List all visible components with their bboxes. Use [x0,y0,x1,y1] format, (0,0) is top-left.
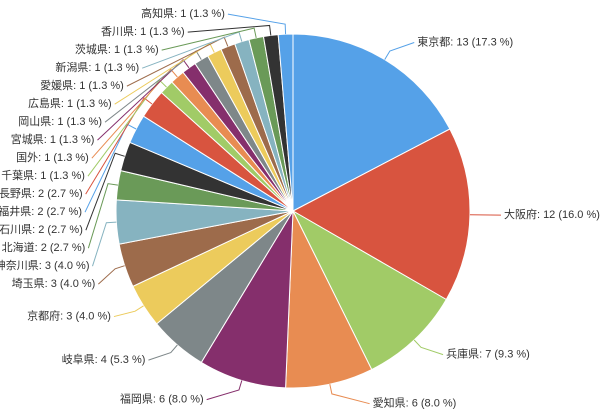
data-label: 広島県: 1 (1.3 %) [28,96,112,110]
data-label: 福井県: 2 (2.7 %) [0,204,82,218]
leader-line [85,97,153,195]
data-label: 国外: 1 (1.3 %) [16,151,89,164]
leader-line [113,305,144,318]
data-label: 高知県: 1 (1.3 %) [141,6,225,20]
leader-line [114,42,215,105]
leader-line [227,13,287,35]
data-label: 北海道: 2 (2.7 %) [2,240,86,254]
data-label: 神奈川県: 3 (4.0 %) [0,258,89,272]
data-label: 新潟県: 1 (1.3 %) [55,60,139,74]
leader-line [161,27,257,51]
data-label: 東京都: 13 (17.3 %) [417,34,513,48]
leader-line [92,221,117,267]
data-label: 岡山県: 1 (1.3 %) [18,115,102,128]
pie-slice [291,209,447,371]
pie-slice [291,128,471,301]
leader-line [85,152,125,231]
leader-line [384,42,415,60]
data-label: 石川県: 2 (2.7 %) [0,223,83,236]
pie-slice [292,33,451,212]
data-label: 長野県: 2 (2.7 %) [0,187,83,200]
data-label: 千葉県: 1 (1.3 %) [1,168,85,182]
leader-line [413,339,444,356]
pie-slice [200,210,294,389]
leader-line [84,123,137,213]
leader-line [87,183,118,249]
leader-line [98,265,125,285]
leader-line [187,24,272,36]
data-label: 愛媛県: 1 (1.3 %) [40,78,124,92]
data-label: 茨城県: 1 (1.3 %) [75,42,159,56]
data-label: 京都府: 3 (4.0 %) [27,308,111,322]
data-label: 大阪府: 12 (16.0 %) [504,207,600,221]
pie-slice [277,33,294,212]
leader-line [206,380,243,401]
leader-line [97,58,190,141]
leader-line [148,344,178,361]
data-label: 岐阜県: 4 (5.3 %) [62,353,146,366]
data-label: 埼玉県: 3 (4.0 %) [12,276,96,290]
leader-line [91,68,178,159]
data-label: 兵庫県: 7 (9.3 %) [446,347,530,361]
data-label: 福岡県: 6 (8.0 %) [120,391,204,405]
leader-line [329,384,370,405]
pie-slice [285,210,373,389]
data-label: 香川県: 1 (1.3 %) [101,25,185,38]
data-label: 愛知県: 6 (8.0 %) [373,396,457,410]
data-label: 宮城県: 1 (1.3 %) [11,132,95,146]
